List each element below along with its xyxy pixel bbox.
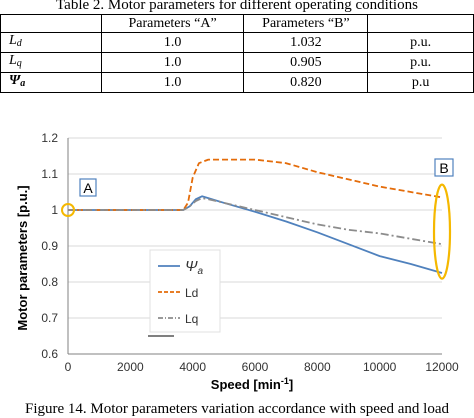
annotations: AB [61,158,454,280]
x-tick-label: 2000 [117,360,144,374]
x-tick-label: 4000 [179,360,206,374]
x-tick-label: 6000 [242,360,269,374]
motor-parameters-chart: 0.6 0.7 0.8 0.9 1 1.1 1.2 0 2000 4000 6000 8000 100… [15,131,459,392]
x-tick-label: 10000 [363,360,397,374]
legend-label-main: Ψ [185,258,198,275]
cell-b: 0.905 [243,52,369,73]
y-tick-labels: 0.6 0.7 0.8 0.9 1 1.1 1.2 [41,131,58,361]
table-header-cell [367,14,474,33]
x-axis-label-main: Speed [min [211,377,281,392]
label-b: B [439,160,448,176]
y-tick-label: 0.6 [41,347,58,361]
series-line-lq [68,197,443,246]
row-symbol: Ld [0,32,102,53]
y-tick-label: 1.2 [41,131,58,145]
symbol-sub: a [20,78,26,89]
y-tick-label: 0.9 [41,239,58,253]
cell-b: 1.032 [243,32,369,53]
table-row: Ld 1.0 1.032 p.u. [0,32,474,53]
legend-label-sub: a [197,266,203,277]
row-symbol: Lq [0,52,102,73]
y-tick-label: 1.1 [41,167,58,181]
cell-a: 1.0 [100,52,245,73]
symbol-main: L [9,53,17,68]
y-axis-label: Motor parameters [p.u.] [15,185,30,330]
symbol-sub: d [16,38,22,49]
cell-unit: p.u. [367,32,474,53]
x-tick-labels: 0 2000 4000 6000 8000 10000 12000 [65,360,459,374]
x-tick-label: 0 [65,360,72,374]
symbol-sub: q [16,58,22,69]
cell-a: 1.0 [100,32,245,53]
table-header-cell: Parameters “B” [243,14,369,33]
label-a-box [79,178,97,197]
cell-unit: p.u. [367,52,474,73]
label-a: A [83,180,93,196]
y-tick-label: 1 [51,203,58,217]
marker-b-ellipse [432,183,452,280]
y-tick-label: 0.8 [41,275,58,289]
cell-a: 1.0 [100,72,245,93]
row-symbol: Ψa [0,72,102,93]
table-header-cell: Parameters “A” [100,14,245,33]
symbol-main: Ψ [9,73,21,88]
series-line-ld [68,158,443,211]
legend-label: Ψa [185,258,203,277]
chart-grid [68,137,442,319]
x-tick-label: 12000 [425,360,459,374]
symbol-main: L [9,33,17,48]
figure-caption: Figure 14. Motor parameters variation ac… [24,401,449,417]
table-row: Lq 1.0 0.905 p.u. [0,52,474,73]
x-axis-label: Speed [min-1] [211,376,293,392]
marker-a-circle [61,203,75,217]
legend-label: Ld [185,286,198,300]
table-caption: Table 2. Motor parameters for different … [56,0,418,13]
table-header-row: Parameters “A” Parameters “B” [0,14,474,33]
cell-unit: p.u [367,72,474,93]
x-axis-label-end: ] [289,377,293,392]
x-tick-label: 8000 [304,360,331,374]
motor-parameters-table: Parameters “A” Parameters “B” Ld 1.0 1.0… [0,14,474,93]
table-row: Ψa 1.0 0.820 p.u [0,72,474,93]
series-lines [68,158,443,274]
y-tick-label: 0.7 [41,311,58,325]
label-b-box [434,158,454,177]
cell-b: 0.820 [243,72,369,93]
legend-label: Lq [185,312,198,326]
legend: Ψa Ld Lq [148,249,221,337]
x-axis-label-sup: -1 [281,376,289,386]
table-header-cell [0,14,102,33]
